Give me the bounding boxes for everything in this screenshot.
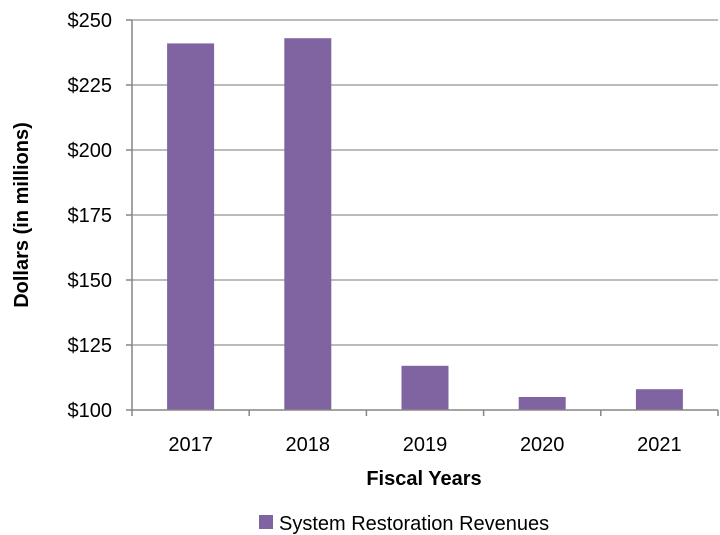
bar [167, 43, 215, 411]
y-tick-label: $225 [68, 75, 113, 97]
x-tick-label: 2020 [520, 434, 565, 456]
y-axis-ticks: $100 $125 $150 $175 $200 $225 $250 [68, 10, 132, 422]
bar [401, 365, 449, 410]
legend-label: System Restoration Revenues [279, 513, 549, 535]
x-axis-ticks: 2017 2018 2019 2020 2021 [168, 434, 681, 456]
bar [635, 389, 683, 410]
y-tick-label: $250 [68, 10, 113, 32]
x-tick-label: 2018 [286, 434, 331, 456]
bar [284, 38, 332, 410]
gridlines [132, 19, 718, 346]
x-axis [131, 20, 719, 416]
x-axis-title: Fiscal Years [366, 468, 481, 490]
y-axis-title: Dollars (in millions) [11, 122, 33, 308]
legend: System Restoration Revenues [259, 513, 549, 535]
y-tick-label: $175 [68, 205, 113, 227]
bars [167, 38, 683, 411]
x-tick-label: 2017 [168, 434, 213, 456]
x-tick-label: 2019 [403, 434, 448, 456]
bar [518, 397, 566, 410]
y-tick-label: $125 [68, 335, 113, 357]
legend-swatch [259, 515, 273, 529]
y-tick-label: $200 [68, 140, 113, 162]
x-tick-label: 2021 [637, 434, 682, 456]
y-tick-label: $150 [68, 270, 113, 292]
y-tick-label: $100 [68, 400, 113, 422]
